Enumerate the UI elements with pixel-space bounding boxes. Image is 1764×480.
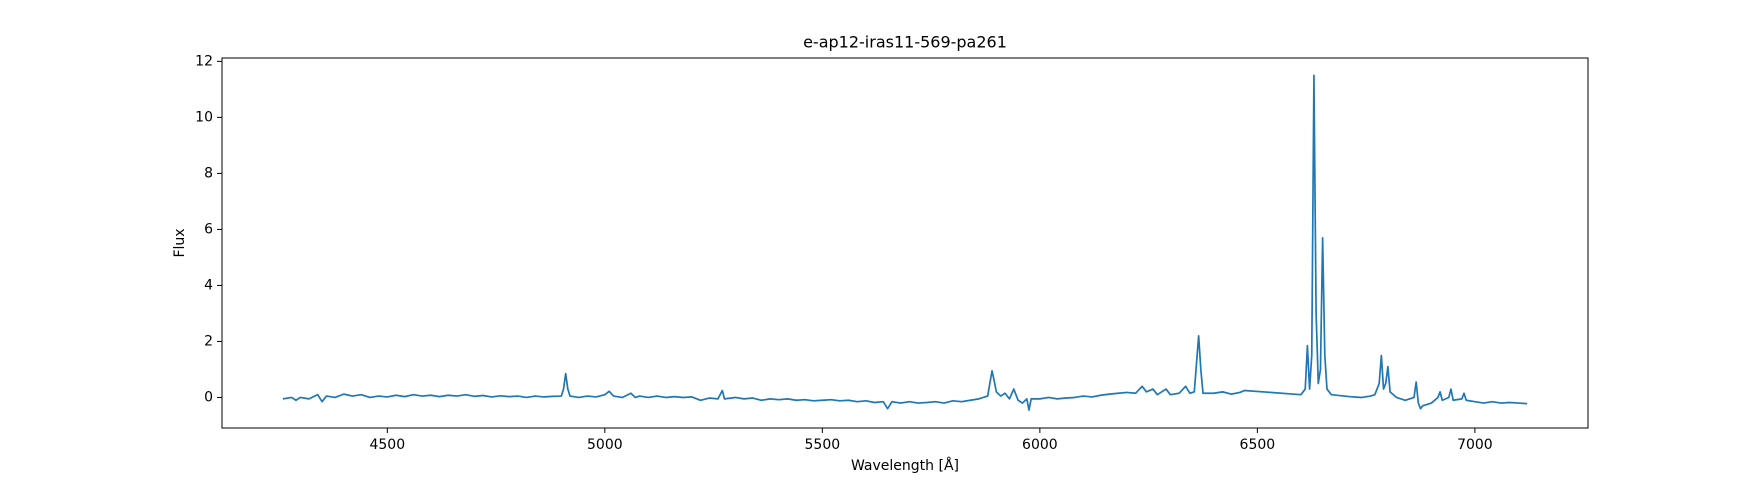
y-tick-label: 12: [195, 53, 213, 69]
x-axis-label: Wavelength [Å]: [851, 457, 959, 474]
y-tick-label: 6: [204, 221, 213, 237]
y-axis-label: Flux: [172, 228, 188, 257]
x-tick-label: 7000: [1457, 437, 1493, 453]
spectrum-line: [282, 74, 1528, 411]
x-tick-label: 4500: [369, 437, 405, 453]
y-tick-label: 0: [204, 389, 213, 405]
x-tick-label: 5500: [805, 437, 841, 453]
y-tick-label: 8: [204, 165, 213, 181]
y-tick-label: 4: [204, 277, 213, 293]
axes-frame: [221, 57, 1589, 429]
x-tick-label: 5000: [587, 437, 623, 453]
chart-title: e-ap12-iras11-569-pa261: [803, 33, 1007, 52]
x-tick-label: 6500: [1240, 437, 1276, 453]
y-tick-label: 10: [195, 109, 213, 125]
x-tick-label: 6000: [1022, 437, 1058, 453]
y-tick-label: 2: [204, 333, 213, 349]
